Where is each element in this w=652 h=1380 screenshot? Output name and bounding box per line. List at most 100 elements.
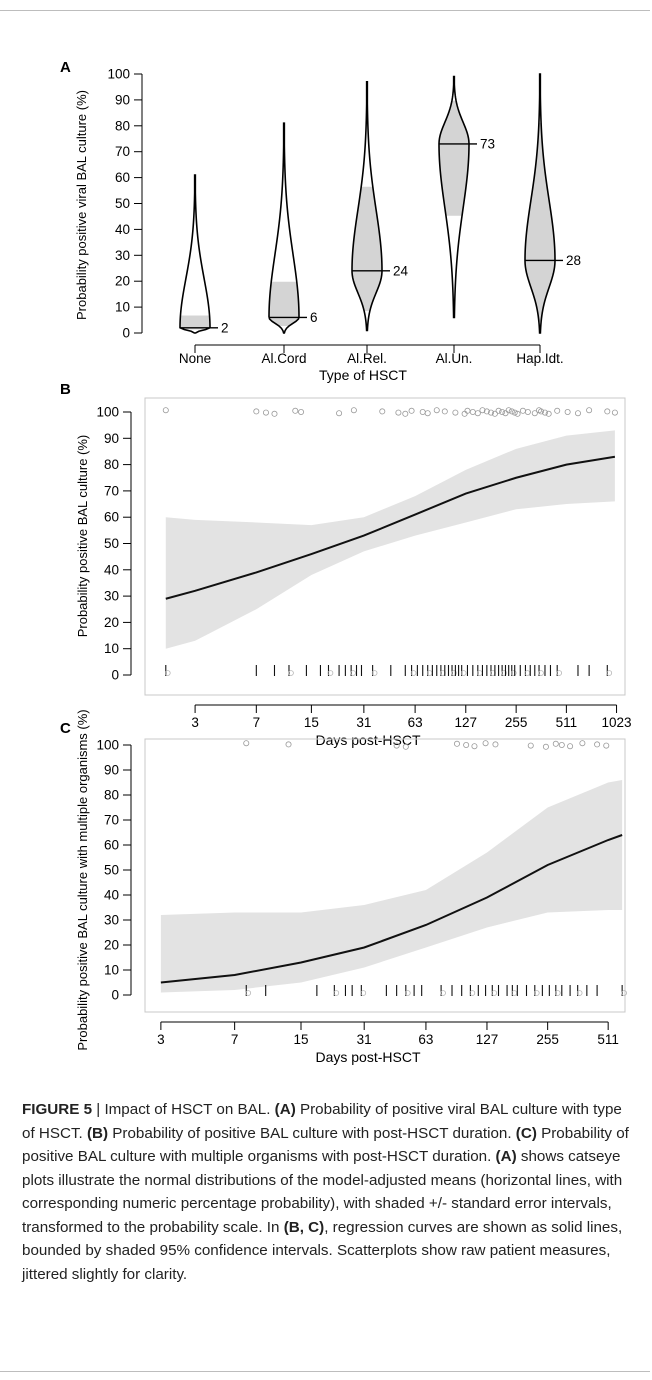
positive-observation	[552, 740, 559, 747]
x-axis-title-a: Type of HSCT	[319, 367, 407, 383]
positive-observation	[285, 741, 292, 748]
x-tick-label: 63	[408, 715, 423, 730]
positive-observation	[519, 407, 526, 414]
caption-panel-ref: (B, C)	[283, 1218, 325, 1236]
positive-observation	[452, 409, 459, 416]
y-tick-label: 40	[104, 562, 119, 577]
positive-observation	[441, 408, 448, 415]
caption-text: shows catseye plots illustrate the norma…	[22, 1148, 623, 1236]
violin-outline	[179, 174, 211, 334]
y-tick-label: 60	[104, 838, 119, 853]
y-axis-title: Probability positive BAL culture (%)	[75, 435, 90, 638]
y-tick-label-a: 10	[115, 300, 130, 315]
caption-separator: |	[92, 1101, 105, 1118]
caption-text: Impact of HSCT on BAL.	[104, 1101, 275, 1118]
mean-value-label: 2	[221, 320, 229, 335]
y-tick-label: 0	[111, 668, 119, 683]
positive-observation	[567, 743, 574, 750]
y-tick-label-a: 20	[115, 274, 130, 289]
y-tick-label: 90	[104, 763, 119, 778]
positive-observation	[502, 410, 509, 417]
positive-observation	[514, 410, 521, 417]
positive-observation	[463, 742, 470, 749]
x-tick-label: 511	[556, 715, 578, 730]
y-tick-label-a: 70	[115, 144, 130, 159]
mean-value-label: 73	[480, 136, 495, 151]
positive-observation	[542, 743, 549, 750]
x-tick-label: 511	[597, 1032, 619, 1047]
positive-observation	[531, 410, 538, 417]
y-tick-label: 40	[104, 888, 119, 903]
negative-observation	[469, 990, 476, 996]
positive-observation	[350, 407, 357, 414]
plot-frame	[144, 397, 626, 696]
violin-outline	[438, 75, 470, 319]
negative-observation	[288, 670, 294, 676]
positive-observation	[408, 407, 415, 414]
negative-observation	[538, 670, 544, 676]
mean-value-label: 24	[393, 263, 409, 278]
caption-body: Impact of HSCT on BAL. (A) Probability o…	[22, 1101, 629, 1283]
y-tick-label: 60	[104, 510, 119, 525]
negative-observation	[554, 990, 561, 996]
figure-label: FIGURE 5	[22, 1101, 93, 1118]
plot-frame	[144, 738, 626, 1013]
positive-observation	[162, 407, 169, 414]
confidence-band	[160, 780, 623, 993]
x-tick-label: 127	[455, 715, 478, 730]
y-tick-label: 10	[104, 963, 119, 978]
violin-se-shade	[439, 100, 469, 216]
x-tick-label: 3	[157, 1032, 165, 1047]
negative-observation	[405, 990, 411, 996]
positive-observation	[586, 407, 593, 414]
y-tick-label-a: 0	[122, 326, 130, 341]
positive-observation	[541, 409, 548, 416]
category-label-a: Hap.Idt.	[516, 351, 563, 366]
positive-observation	[379, 408, 386, 415]
caption-text: Probability of positive viral BAL cultur…	[22, 1101, 622, 1142]
positive-observation	[594, 741, 601, 748]
violin-se-shade	[269, 281, 299, 327]
panel-b: B 0 10 20 30 40 50 60 70 80 90 100 3 7 15 31 63 127 255 511…	[60, 381, 632, 748]
negative-observation	[511, 990, 518, 996]
negative-observation	[491, 990, 498, 996]
y-tick-label-a: 50	[115, 196, 130, 211]
positive-observation	[461, 410, 468, 417]
x-axis-title: Days post-HSCT	[315, 732, 420, 748]
x-axis-title: Days post-HSCT	[315, 1049, 420, 1065]
panel-c: C 0 10 20 30 40 50 60 70 80 90 100 3 7 15 31 63 127 255 511…	[60, 709, 627, 1065]
positive-observation	[292, 407, 299, 414]
positive-observation	[603, 742, 610, 749]
negative-observation	[327, 670, 334, 676]
positive-observation	[243, 740, 250, 747]
violin-outline	[524, 73, 556, 334]
confidence-band	[165, 430, 615, 649]
negative-observation	[510, 670, 517, 676]
x-tick-label: 15	[293, 1032, 308, 1047]
y-tick-label: 70	[104, 813, 119, 828]
category-label-a: Al.Un.	[436, 351, 473, 366]
caption-panel-ref: (C)	[515, 1124, 537, 1142]
category-label-a: Al.Rel.	[347, 351, 387, 366]
panel-label-a: A	[60, 59, 71, 76]
positive-observation	[505, 407, 512, 414]
negative-observation	[576, 990, 583, 996]
positive-observation	[492, 741, 499, 748]
mean-value-label: 6	[310, 310, 318, 325]
panel-label-b: B	[60, 381, 71, 398]
caption-panel-ref: (A)	[495, 1148, 517, 1165]
y-tick-label-a: 60	[115, 170, 130, 185]
positive-observation	[527, 742, 534, 749]
panel-label-c: C	[60, 720, 71, 737]
negative-observation	[371, 670, 378, 676]
negative-observation	[501, 670, 507, 676]
panel-a: A 0 10 20 30 40 50 60 70 80 90 100 Probability posit…	[60, 59, 581, 383]
x-tick-label: 1023	[602, 715, 632, 730]
positive-observation	[511, 409, 518, 416]
x-tick-label: 7	[231, 1032, 239, 1047]
y-tick-label: 30	[104, 589, 119, 604]
y-tick-label: 100	[96, 738, 119, 753]
y-tick-label: 10	[104, 641, 119, 656]
positive-observation	[611, 409, 618, 416]
